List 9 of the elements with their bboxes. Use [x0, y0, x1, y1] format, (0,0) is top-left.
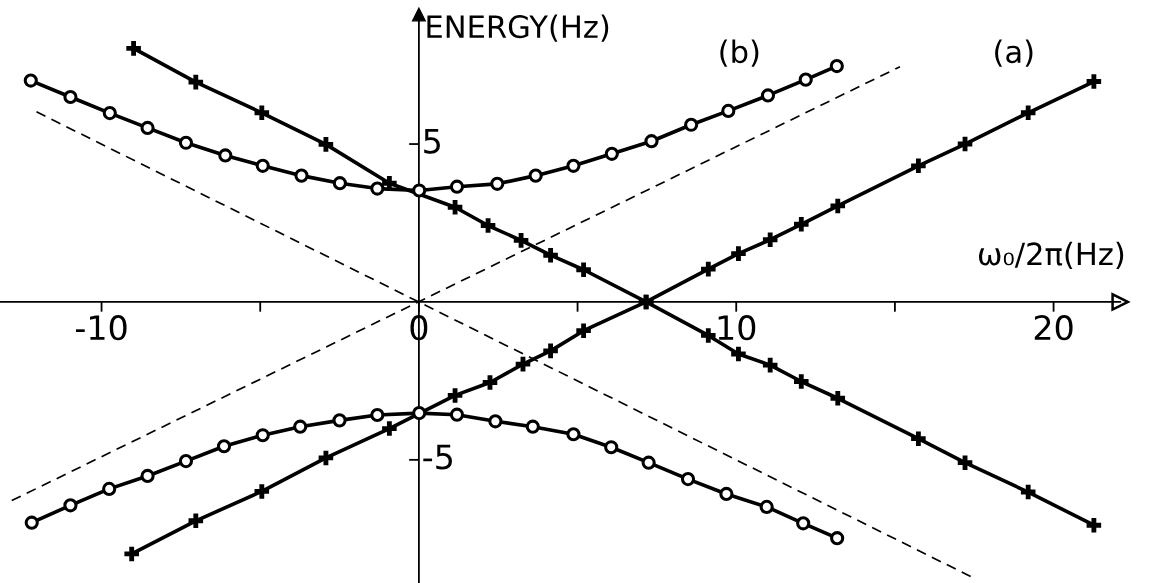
x-tick-label: 10 — [718, 315, 756, 341]
x-tick-label: 20 — [1034, 315, 1073, 341]
y-tick-label: 5 — [424, 128, 440, 154]
y-axis-title: ENERGY(Hz) — [427, 14, 609, 42]
x-axis-title: ω₀/2π(Hz) — [978, 241, 1124, 270]
y-tick-label: -5 — [423, 444, 452, 470]
annotation: (b) — [720, 39, 759, 67]
x-tick-label: -10 — [75, 315, 127, 341]
annotation: (a) — [995, 39, 1033, 67]
